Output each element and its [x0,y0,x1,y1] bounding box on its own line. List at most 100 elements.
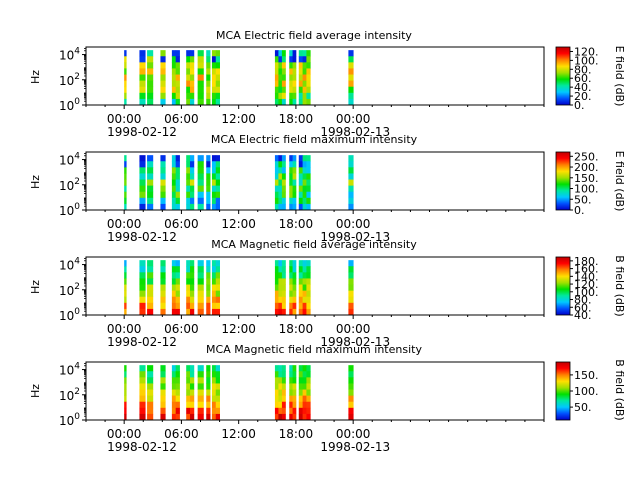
date-label-end: 1998-02-13 [320,230,390,244]
spectrogram-cell [147,407,154,415]
spectrogram-cell [124,266,127,273]
spectrogram-cell [306,161,311,168]
spectrogram-cell [171,167,177,174]
spectrogram-cell [281,50,286,57]
spectrogram-cell [186,377,191,384]
spectrogram-cell [278,284,283,292]
spectrogram-cell [171,203,177,211]
spectrogram-cell [302,413,307,421]
spectrogram-cell [186,92,191,100]
spectrogram-cell [211,179,217,187]
colorbar-tick-label: 80. [574,63,592,76]
spectrogram-cell [160,68,166,75]
spectrogram-cell [281,296,286,304]
spectrogram-cell [190,86,195,94]
spectrogram-cell [348,413,354,421]
spectrogram-cell [281,272,286,279]
spectrogram-cell [306,278,311,285]
spectrogram-cell [124,68,127,75]
colorbar-tick-label: 180. [574,255,599,268]
spectrogram-cell [298,308,303,316]
date-label-end: 1998-02-13 [320,335,390,349]
spectrogram-cell [281,155,286,162]
data-segment [298,50,311,106]
spectrogram-cell [302,155,307,162]
spectrogram-cell [306,68,311,75]
spectrogram-cell [206,197,211,205]
spectrogram-cell [306,185,311,193]
spectrogram-cell [302,260,307,267]
spectrogram-cell [292,377,297,384]
spectrogram-cell [190,365,195,372]
spectrogram-cell [278,389,283,397]
x-tick-label: 18:00 [279,112,314,126]
spectrogram-cell [206,395,211,403]
spectrogram-cell [139,266,146,273]
data-segment [348,155,354,211]
spectrogram-cell [302,389,307,397]
spectrogram-cell [206,203,211,211]
spectrogram-cell [160,185,166,193]
spectrogram-cell [298,191,303,199]
spectrogram-cell [124,401,127,409]
spectrogram-cell [147,92,154,100]
spectrogram-cell [306,308,311,316]
spectrogram-cell [206,266,211,273]
spectrogram-cell [292,260,297,267]
spectrogram-cell [139,68,146,75]
spectrogram-cell [124,155,127,162]
spectrogram-cell [175,290,180,298]
spectrogram-cell [206,407,211,415]
data-segment [186,155,195,211]
spectrogram-cell [306,302,311,310]
y-tick-label: 100 [59,97,80,113]
spectrogram-cell [124,389,127,397]
spectrogram-cell [160,377,166,384]
spectrogram-cell [292,413,297,421]
spectrogram-cell [211,272,217,279]
spectrogram-cell [190,413,195,421]
spectrogram-cell [302,266,307,273]
spectrogram-cell [175,68,180,75]
spectrogram-cell [124,371,127,378]
spectrogram-cell [171,92,177,100]
spectrogram-cell [215,86,220,94]
panel-title: MCA Magnetic field maximum intensity [206,343,422,356]
spectrogram-cell [206,284,211,292]
spectrogram-cell [278,173,283,180]
spectrogram-cell [139,389,146,397]
spectrogram-cell [281,371,286,378]
spectrogram-cell [211,401,217,409]
spectrogram-cell [186,50,191,57]
spectrogram-cell [302,74,307,82]
spectrogram-cell [278,266,283,273]
spectrogram-cell [186,86,191,94]
colorbar-tick-label: 60. [574,72,592,85]
spectrogram-cell [274,407,279,415]
spectrogram-cell [289,266,293,273]
spectrogram-cell [348,50,354,57]
spectrogram-cell [197,98,204,106]
spectrogram-cell [171,278,177,285]
x-tick-label: 12:00 [221,112,256,126]
spectrogram-cell [124,161,127,168]
spectrogram-cell [186,266,191,273]
spectrogram-cell [292,203,297,211]
spectrogram-cell [274,296,279,304]
spectrogram-cell [306,266,311,273]
spectrogram-cell [215,191,220,199]
spectrogram-cell [289,62,293,69]
spectrogram-cell [274,302,279,310]
spectrogram-cell [186,413,191,421]
colorbar-tick-label: 160. [574,263,599,276]
spectrogram-cell [278,50,283,57]
spectrogram-cell [139,161,146,168]
spectrogram-cell [147,266,154,273]
spectrogram-cell [147,284,154,292]
spectrogram-cell [139,197,146,205]
spectrogram-cell [281,179,286,187]
spectrogram-cell [278,179,283,187]
spectrogram-cell [175,179,180,187]
spectrogram-cell [215,185,220,193]
spectrogram-cell [206,161,211,168]
